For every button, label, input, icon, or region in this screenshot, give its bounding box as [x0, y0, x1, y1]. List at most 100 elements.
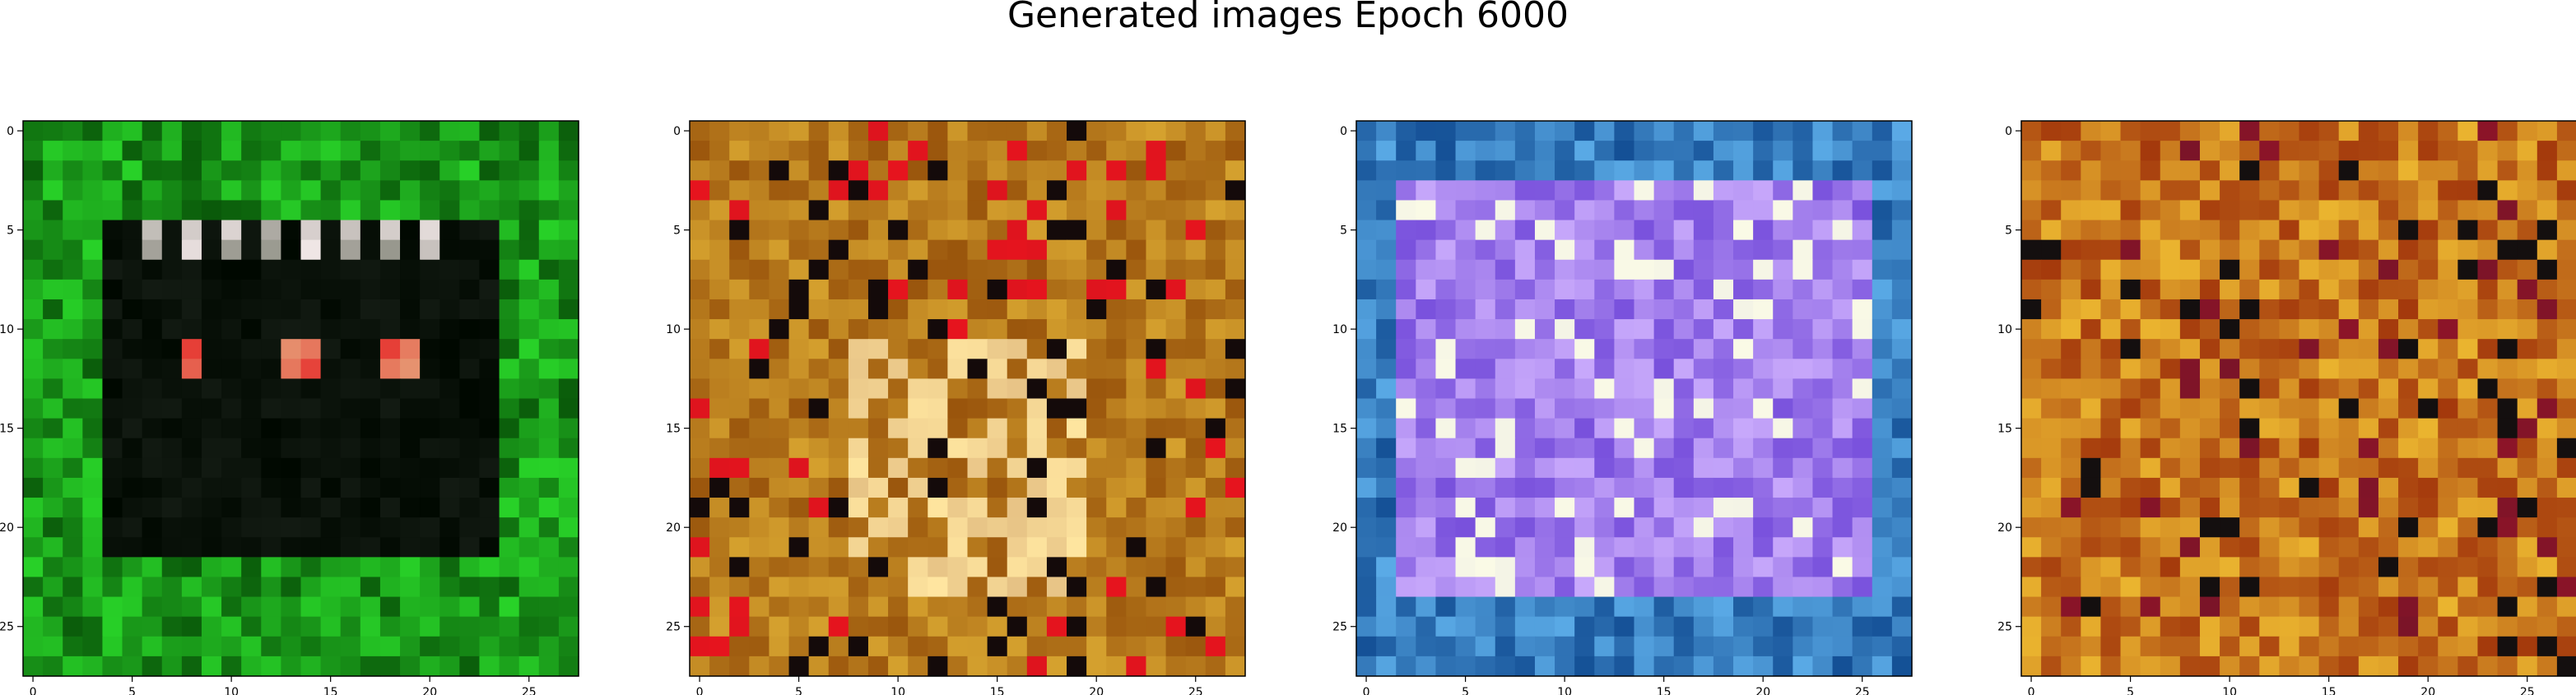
pixel [2100, 279, 2122, 300]
pixel [1534, 656, 1555, 677]
pixel [709, 180, 730, 202]
pixel [2160, 477, 2181, 498]
pixel [690, 557, 710, 578]
pixel [518, 200, 540, 221]
pixel [1872, 160, 1893, 181]
pixel [1086, 299, 1107, 320]
pixel [1165, 656, 1187, 677]
pixel [2179, 398, 2201, 419]
pixel [1146, 180, 1167, 202]
pixel [2338, 121, 2360, 141]
pixel [102, 180, 123, 202]
pixel [2457, 477, 2479, 498]
pixel [2259, 121, 2280, 141]
pixel [479, 200, 500, 221]
pixel [2457, 259, 2479, 280]
pixel [1534, 220, 1555, 241]
pixel [749, 636, 770, 657]
pixel [340, 121, 361, 141]
pixel [538, 498, 560, 518]
pixel [518, 517, 540, 538]
pixel [2497, 398, 2518, 419]
pixel [181, 438, 202, 459]
y-tick-label: 25 [1332, 621, 1347, 634]
pixel [1793, 200, 1814, 221]
pixel [1435, 577, 1457, 598]
pixel [888, 616, 909, 637]
pixel [2259, 339, 2280, 359]
pixel [2517, 319, 2538, 340]
pixel [808, 239, 830, 261]
x-tick-label: 20 [422, 686, 437, 695]
pixel [2021, 557, 2042, 578]
pixel [142, 279, 163, 300]
pixel [2378, 200, 2399, 221]
pixel [1356, 220, 1377, 241]
pixel [340, 517, 361, 538]
pixel [261, 616, 281, 637]
pixel [690, 200, 710, 221]
pixel [2438, 656, 2458, 677]
pixel [1693, 418, 1714, 439]
pixel [1891, 220, 1913, 241]
pixel [1693, 577, 1714, 598]
pixel [1225, 418, 1246, 439]
pixel [1396, 517, 1416, 538]
pixel [1356, 299, 1377, 320]
pixel [967, 220, 988, 241]
pixel [1673, 477, 1695, 498]
pixel [241, 477, 262, 498]
pixel [2061, 438, 2081, 459]
pixel [908, 141, 928, 161]
pixel [908, 438, 928, 459]
pixel [1891, 616, 1913, 637]
pixel [1534, 160, 1555, 181]
pixel [848, 220, 869, 241]
pixel [1812, 457, 1834, 479]
pixel [1614, 220, 1635, 241]
pixel [1673, 121, 1695, 141]
pixel [908, 577, 928, 598]
pixel [1852, 378, 1873, 400]
pixel [43, 200, 63, 221]
pixel [749, 359, 770, 379]
pixel [23, 596, 44, 618]
pixel [1514, 537, 1536, 558]
pixel [867, 636, 889, 657]
pixel [1653, 398, 1675, 419]
pixel [2140, 596, 2161, 618]
pixel [2477, 537, 2499, 558]
pixel [1185, 596, 1207, 618]
pixel [420, 418, 440, 439]
pixel [2457, 577, 2479, 598]
pixel [2279, 457, 2300, 479]
pixel [63, 636, 83, 657]
pixel [102, 259, 123, 280]
pixel [947, 418, 969, 439]
pixel [1086, 596, 1107, 618]
pixel [379, 616, 401, 637]
pixel [888, 200, 909, 221]
pixel [1086, 279, 1107, 300]
pixel [828, 616, 849, 637]
pixel [1713, 121, 1734, 141]
pixel [1165, 438, 1187, 459]
pixel [2220, 220, 2240, 241]
pixel [63, 121, 83, 141]
pixel [2140, 220, 2161, 241]
pixel [1205, 636, 1226, 657]
pixel [1455, 121, 1476, 141]
pixel [2021, 141, 2042, 161]
pixel [1514, 418, 1536, 439]
pixel [2477, 636, 2499, 657]
axes-frame [22, 120, 579, 677]
pixel [1793, 299, 1814, 320]
pixel [1475, 239, 1496, 261]
pixel [2477, 220, 2499, 241]
pixel [1067, 200, 1087, 221]
pixel [400, 160, 421, 181]
pixel [1713, 359, 1734, 379]
pixel [340, 636, 361, 657]
pixel [2299, 239, 2320, 261]
pixel [1225, 457, 1246, 479]
